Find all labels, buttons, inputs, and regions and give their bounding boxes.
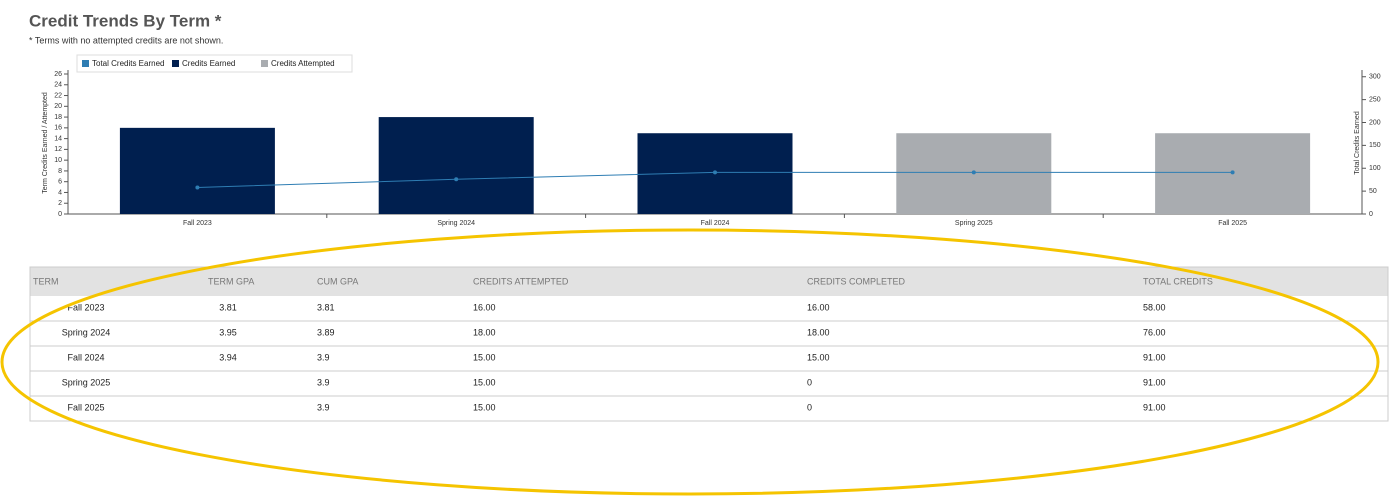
table-cell: Spring 2025 [62, 377, 111, 387]
legend-label: Credits Earned [182, 59, 235, 68]
x-tick-label: Spring 2024 [437, 220, 475, 227]
table-cell: 18.00 [807, 327, 830, 337]
page-title: Credit Trends By Term * [29, 11, 222, 30]
table-cell: 3.81 [219, 302, 237, 312]
y2-tick-label: 300 [1369, 74, 1381, 81]
y-axis-label: Term Credits Earned / Attempted [42, 92, 49, 194]
point [1230, 170, 1235, 175]
table-cell: Fall 2024 [67, 352, 104, 362]
table-cell: 15.00 [473, 377, 496, 387]
table-cell: 3.9 [317, 377, 330, 387]
table-cell: 3.81 [317, 302, 335, 312]
table-cell: 0 [807, 377, 812, 387]
table-cell: Spring 2024 [62, 327, 111, 337]
y2-tick-label: 50 [1369, 188, 1377, 195]
point [195, 185, 200, 190]
legend-swatch [82, 60, 89, 67]
y-tick-label: 4 [58, 189, 62, 196]
legend-label: Total Credits Earned [92, 59, 164, 68]
y2-tick-label: 200 [1369, 119, 1381, 126]
column-header: CUM GPA [317, 276, 358, 286]
y-tick-label: 18 [54, 114, 62, 121]
table-cell: 15.00 [473, 352, 496, 362]
chart: 0246810121416182022242605010015020025030… [42, 70, 1381, 227]
y-tick-label: 20 [54, 103, 62, 110]
y-tick-label: 14 [54, 135, 62, 142]
table-cell: Fall 2023 [67, 302, 104, 312]
column-header: CREDITS ATTEMPTED [473, 276, 569, 286]
y-tick-label: 8 [58, 168, 62, 175]
x-tick-label: Fall 2023 [183, 220, 212, 227]
y-tick-label: 22 [54, 92, 62, 99]
y-tick-label: 10 [54, 157, 62, 164]
y-tick-label: 16 [54, 125, 62, 132]
y-tick-label: 12 [54, 146, 62, 153]
note: * Terms with no attempted credits are no… [29, 35, 223, 45]
table-cell: 58.00 [1143, 302, 1166, 312]
point [971, 170, 976, 175]
x-tick-label: Fall 2024 [701, 220, 730, 227]
y2-tick-label: 100 [1369, 165, 1381, 172]
table-cell: 16.00 [807, 302, 830, 312]
table-cell: 3.89 [317, 327, 335, 337]
legend-swatch [172, 60, 179, 67]
table-cell: 3.9 [317, 352, 330, 362]
bar [378, 117, 534, 214]
y-tick-label: 2 [58, 200, 62, 207]
bar [119, 127, 275, 214]
y-tick-label: 6 [58, 179, 62, 186]
table-cell: 18.00 [473, 327, 496, 337]
table-cell: 3.95 [219, 327, 237, 337]
table-cell: 15.00 [807, 352, 830, 362]
table-cell: 91.00 [1143, 402, 1166, 412]
y2-tick-label: 0 [1369, 211, 1373, 218]
point [454, 177, 459, 182]
y2-axis-label: Total Credits Earned [1354, 111, 1361, 175]
x-tick-label: Spring 2025 [955, 220, 993, 227]
legend-swatch [261, 60, 268, 67]
table-cell: 3.94 [219, 352, 237, 362]
column-header: TERM [33, 276, 59, 286]
legend-label: Credits Attempted [271, 59, 335, 68]
table-cell: 15.00 [473, 402, 496, 412]
y-tick-label: 26 [54, 71, 62, 78]
y-tick-label: 24 [54, 82, 62, 89]
table-header-bg [30, 267, 1388, 296]
table-border [29, 266, 1389, 422]
column-header: TERM GPA [208, 276, 254, 286]
table-cell: 3.9 [317, 402, 330, 412]
point [713, 170, 717, 175]
y2-tick-label: 250 [1369, 96, 1381, 103]
table-cell: 76.00 [1143, 327, 1166, 337]
column-header: CREDITS COMPLETED [807, 276, 906, 286]
table-cell: 91.00 [1143, 377, 1166, 387]
y-tick-label: 0 [58, 211, 62, 218]
y2-tick-label: 150 [1369, 142, 1381, 149]
table-cell: 16.00 [473, 302, 496, 312]
table-cell: Fall 2025 [67, 402, 104, 412]
column-header: TOTAL CREDITS [1143, 276, 1213, 286]
highlight-ellipse [0, 228, 1380, 496]
legend-box [76, 54, 353, 73]
table: TERM TERM GPA CUM GPA CREDITS ATTEMPTED CRED… [29, 266, 1389, 422]
x-tick-label: Fall 2025 [1218, 220, 1247, 227]
table-cell: 91.00 [1143, 352, 1166, 362]
table-cell: 0 [807, 402, 812, 412]
